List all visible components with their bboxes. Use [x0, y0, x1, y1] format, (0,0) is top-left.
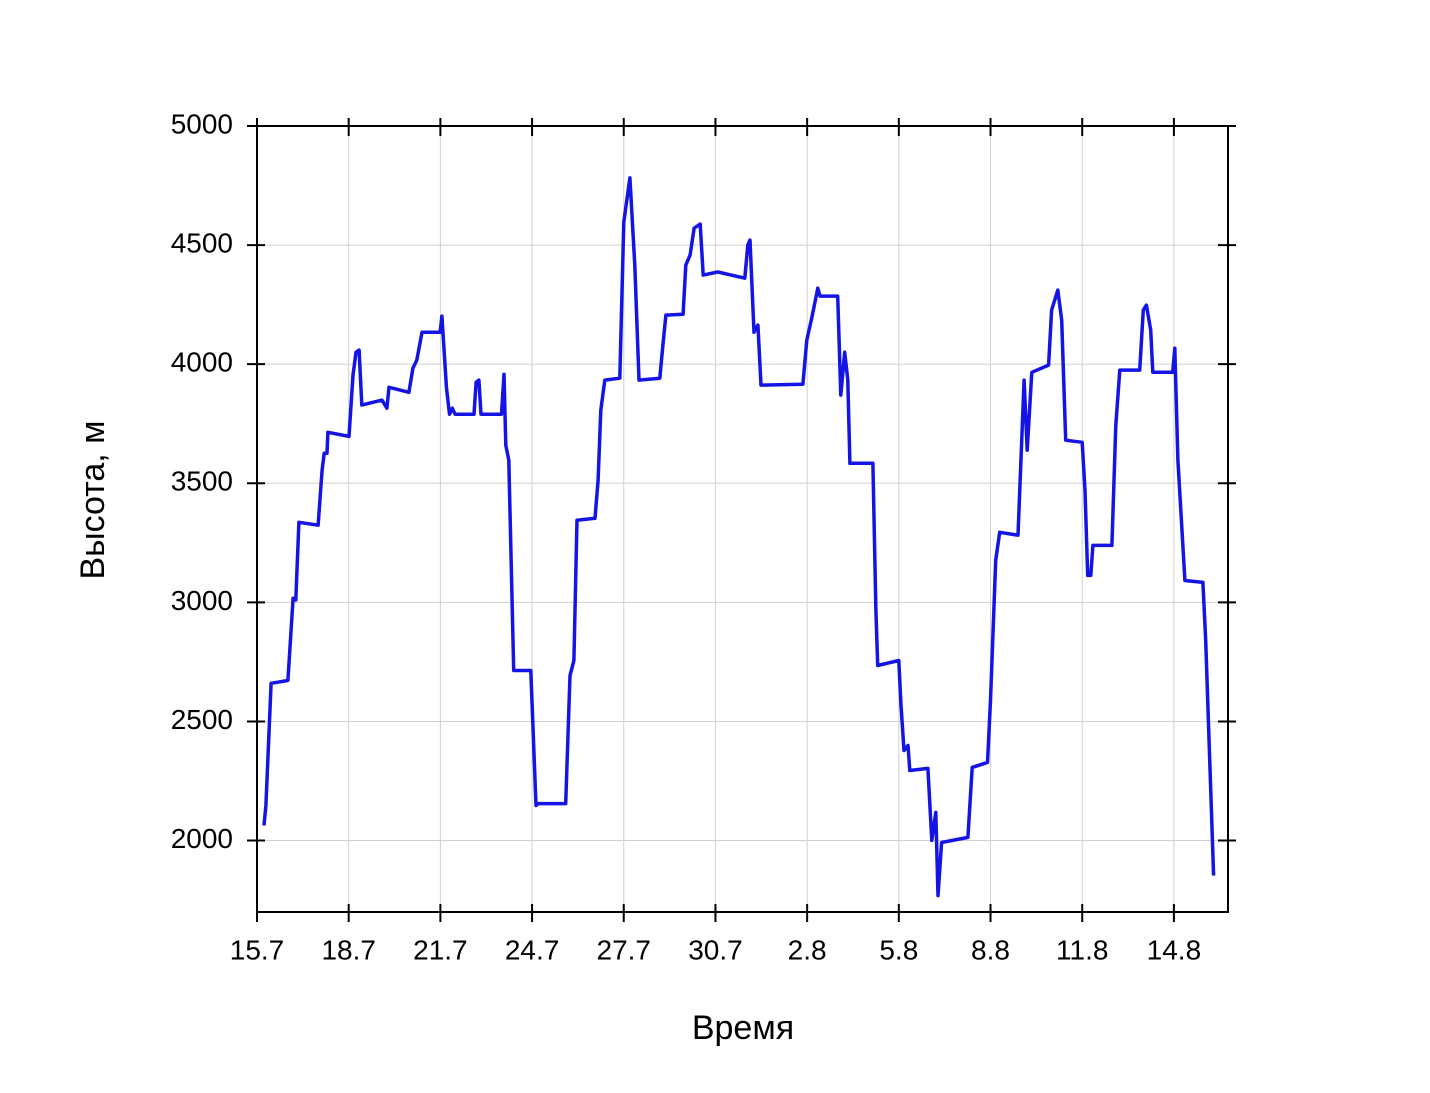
x-tick-label: 11.8 — [1056, 934, 1108, 965]
line — [262, 176, 1216, 898]
x-tick-label: 30.7 — [688, 934, 743, 965]
x-tick-label: 5.8 — [879, 934, 918, 965]
x-tick-label: 14.8 — [1147, 934, 1202, 965]
x-tick-label: 8.8 — [971, 934, 1010, 965]
y-tick-label: 3000 — [171, 585, 233, 616]
x-tick-label: 18.7 — [321, 934, 376, 965]
y-tick-label: 5000 — [171, 108, 233, 139]
y-tick-label: 4000 — [171, 347, 233, 378]
x-tick-label: 27.7 — [597, 934, 652, 965]
x-axis-label: Время — [692, 1009, 794, 1047]
x-tick-label: 2.8 — [788, 934, 827, 965]
y-tick-label: 2500 — [171, 704, 233, 735]
y-tick-label: 3500 — [171, 466, 233, 497]
x-tick-label: 15.7 — [230, 934, 285, 965]
y-tick-label: 4500 — [171, 227, 233, 258]
y-axis-label: Высота, м — [74, 420, 112, 579]
x-tick-label: 24.7 — [505, 934, 560, 965]
x-tick-label: 21.7 — [413, 934, 468, 965]
plot-frame — [256, 125, 1229, 913]
y-tick-label: 2000 — [171, 823, 233, 854]
